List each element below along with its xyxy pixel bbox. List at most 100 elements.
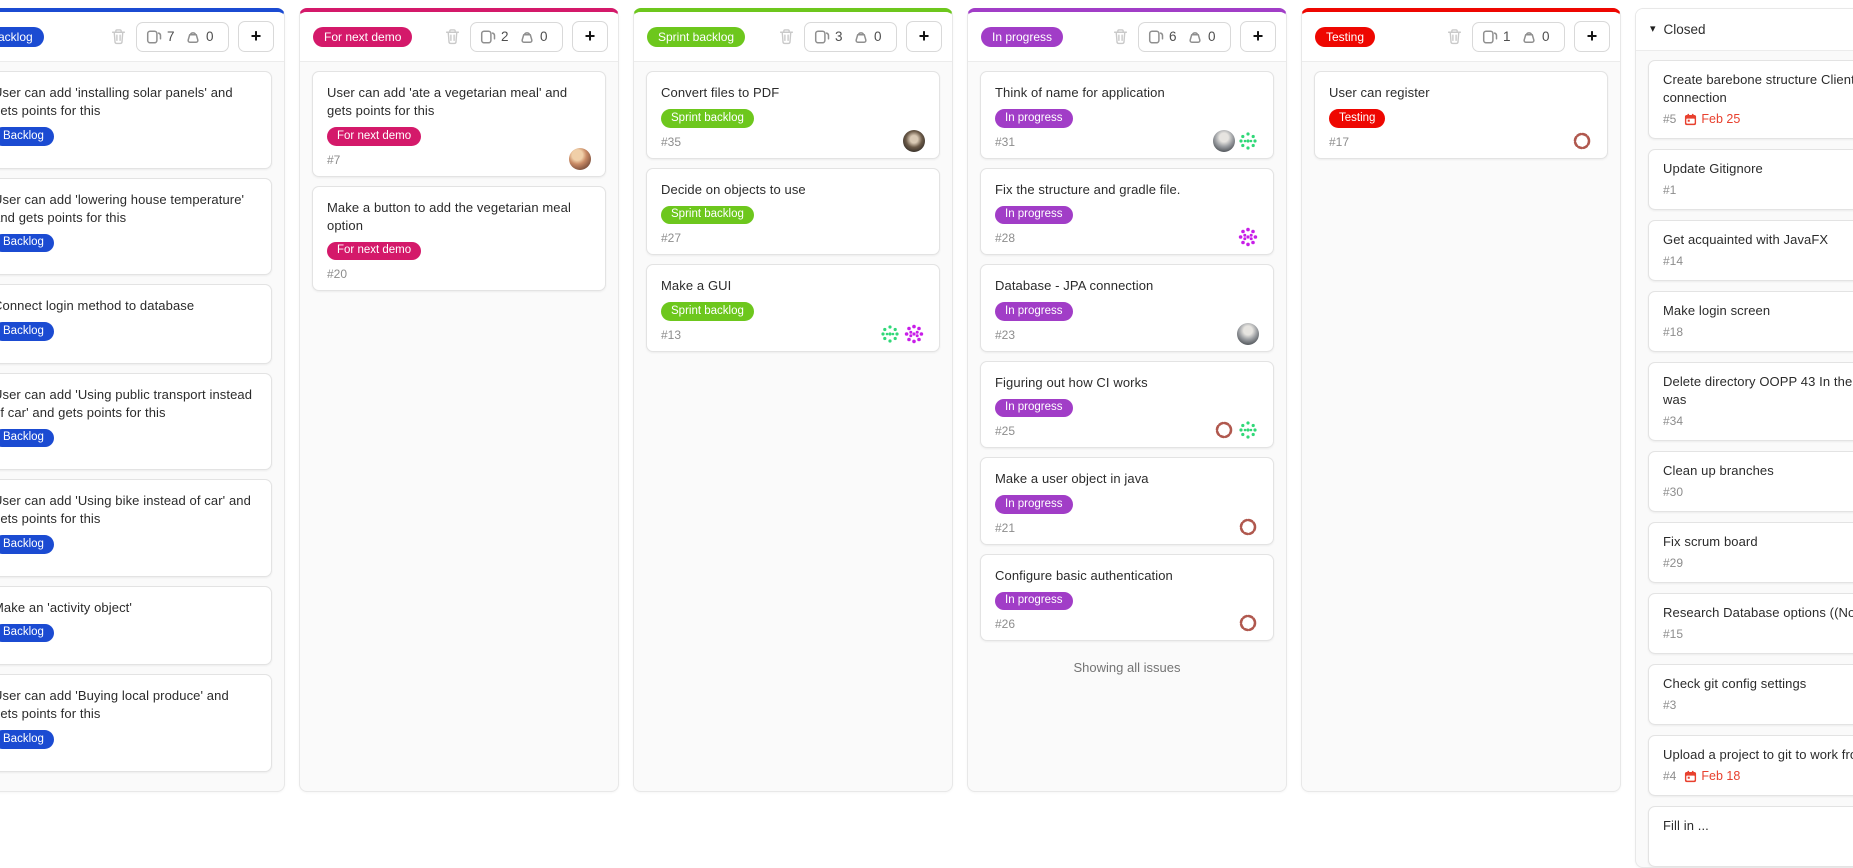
board-column-for-next-demo: For next demo 2 0 + User can add 'ate a vege… — [299, 8, 619, 792]
green-identicon-avatar[interactable] — [879, 323, 901, 345]
issue-number: #14 — [1663, 254, 1684, 268]
closed-card[interactable]: Create barebone structure Client-Server … — [1648, 60, 1853, 139]
card-label-pill[interactable]: For next demo — [327, 127, 422, 146]
issue-card[interactable]: User can add 'ate a vegetarian meal' and… — [312, 71, 606, 177]
card-label-pill[interactable]: Sprint backlog — [661, 205, 754, 224]
closed-card[interactable]: Research Database options ((No)SQL?) #15 — [1648, 593, 1853, 654]
card-label-pill[interactable]: Backlog — [0, 730, 54, 749]
issue-number: #26 — [995, 617, 1016, 631]
issue-card[interactable]: Configure basic authentication In progres… — [980, 553, 1274, 641]
closed-card[interactable]: Check git config settings #3 — [1648, 664, 1853, 725]
card-footer — [0, 644, 257, 658]
closed-card[interactable]: Make login screen #18 — [1648, 291, 1853, 352]
column-card-list: User can register Testing #17 — [1302, 62, 1620, 791]
card-label-pill[interactable]: In progress — [995, 495, 1073, 514]
closed-card[interactable]: Get acquainted with JavaFX #14 — [1648, 220, 1853, 281]
issue-card[interactable]: User can register Testing #17 — [1314, 71, 1608, 159]
issue-number: #18 — [1663, 325, 1684, 339]
issue-card[interactable]: User can add 'Buying local produce' and … — [0, 674, 272, 772]
issue-card[interactable]: User can add 'lowering house temperature… — [0, 177, 272, 275]
card-label-pill[interactable]: In progress — [995, 591, 1073, 610]
purple-identicon-avatar[interactable] — [903, 323, 925, 345]
closed-card[interactable]: Delete directory OOPP 43 In the beginnin… — [1648, 362, 1853, 441]
assignee-avatars — [877, 323, 925, 345]
ring-identicon-avatar[interactable] — [1237, 516, 1259, 538]
delete-list-button[interactable] — [1112, 28, 1129, 45]
issue-card[interactable]: User can add 'installing solar panels' a… — [0, 71, 272, 169]
ring-identicon-avatar[interactable] — [1237, 612, 1259, 634]
column-header: For next demo 2 0 + — [300, 12, 618, 62]
assignee-avatar-photo[interactable] — [569, 147, 591, 170]
weight-icon — [1187, 29, 1203, 45]
issue-card[interactable]: Figuring out how CI works In progress #25 — [980, 360, 1274, 448]
card-label-pill[interactable]: Backlog — [0, 535, 54, 554]
card-label-pill[interactable]: Backlog — [0, 322, 54, 341]
card-label-pill[interactable]: In progress — [995, 302, 1073, 321]
closed-card[interactable]: Fill in ... — [1648, 806, 1853, 867]
card-label-pill[interactable]: Testing — [1329, 109, 1386, 128]
assignee-avatar-photo[interactable] — [1237, 322, 1259, 345]
assignee-avatar-photo[interactable] — [1213, 129, 1235, 152]
issue-card[interactable]: User can add 'Using bike instead of car'… — [0, 479, 272, 577]
add-issue-button[interactable]: + — [238, 21, 274, 52]
issue-card[interactable]: Database - JPA connection In progress #23 — [980, 264, 1274, 352]
card-footer: #15 — [1663, 626, 1853, 642]
ring-identicon-avatar[interactable] — [1571, 130, 1593, 152]
card-label-pill[interactable]: Backlog — [0, 233, 54, 252]
delete-list-button[interactable] — [778, 28, 795, 45]
closed-card[interactable]: Fix scrum board #29 — [1648, 522, 1853, 583]
issues-icon — [146, 29, 162, 45]
column-collapse-toggle[interactable]: ▾ Closed — [1650, 22, 1706, 37]
green-identicon-avatar[interactable] — [1237, 130, 1259, 152]
delete-list-button[interactable] — [1446, 28, 1463, 45]
card-label-pill[interactable]: Backlog — [0, 623, 54, 642]
issue-card[interactable]: Convert files to PDF Sprint backlog #35 — [646, 71, 940, 159]
due-date-text: Feb 18 — [1701, 769, 1741, 783]
card-footer — [0, 449, 257, 463]
issue-number: #34 — [1663, 414, 1684, 428]
issue-card[interactable]: Connect login method to database Backlog — [0, 284, 272, 364]
issue-card[interactable]: Think of name for application In progress… — [980, 71, 1274, 159]
issue-card[interactable]: Make a button to add the vegetarian meal… — [312, 185, 606, 291]
add-issue-button[interactable]: + — [906, 21, 942, 52]
card-title: Make a user object in java — [995, 471, 1149, 486]
card-label-pill[interactable]: Sprint backlog — [661, 302, 754, 321]
issue-card[interactable]: Fix the structure and gradle file. In pro… — [980, 167, 1274, 255]
assignee-avatar-photo[interactable] — [903, 129, 925, 152]
ring-identicon-avatar[interactable] — [1213, 419, 1235, 441]
card-title: Make an 'activity object' — [0, 599, 132, 615]
assignee-avatars — [1211, 419, 1259, 441]
issue-number: #31 — [995, 134, 1016, 149]
showing-all-issues-note: Showing all issues — [1073, 660, 1181, 675]
delete-list-button[interactable] — [444, 28, 461, 45]
card-title: Figuring out how CI works — [995, 374, 1148, 390]
card-title: Make a GUI — [661, 278, 732, 293]
issue-card[interactable]: User can add 'Using public transport ins… — [0, 372, 272, 470]
card-label-pill[interactable]: Sprint backlog — [661, 109, 754, 128]
weight-icon — [519, 29, 535, 45]
issue-card[interactable]: Make an 'activity object' Backlog — [0, 585, 272, 665]
add-issue-button[interactable]: + — [1240, 21, 1276, 52]
card-footer: #20 — [327, 262, 591, 284]
closed-card[interactable]: Update Gitignore #1 — [1648, 149, 1853, 210]
card-label-pill[interactable]: In progress — [995, 398, 1073, 417]
closed-card[interactable]: Upload a project to git to work from #4 Fe… — [1648, 735, 1853, 796]
card-title: Think of name for application — [995, 85, 1165, 100]
delete-list-button[interactable] — [110, 28, 127, 45]
closed-card[interactable]: Clean up branches #30 — [1648, 451, 1853, 512]
issue-card[interactable]: Make a user object in java In progress #21 — [980, 457, 1274, 545]
card-footer: #4 Feb 18 — [1663, 768, 1853, 784]
card-label-pill[interactable]: In progress — [995, 205, 1073, 224]
add-issue-button[interactable]: + — [1574, 21, 1610, 52]
card-label-pill[interactable]: For next demo — [327, 241, 422, 260]
issues-icon — [480, 29, 496, 45]
card-label-pill[interactable]: Backlog — [0, 428, 54, 447]
green-identicon-avatar[interactable] — [1237, 419, 1259, 441]
add-issue-button[interactable]: + — [572, 21, 608, 52]
issue-card[interactable]: Decide on objects to use Sprint backlog #2… — [646, 167, 940, 255]
purple-identicon-avatar[interactable] — [1237, 226, 1259, 248]
issue-card[interactable]: Make a GUI Sprint backlog #13 — [646, 264, 940, 352]
card-label-pill[interactable]: In progress — [995, 109, 1073, 128]
card-label-pill[interactable]: Backlog — [0, 127, 54, 146]
